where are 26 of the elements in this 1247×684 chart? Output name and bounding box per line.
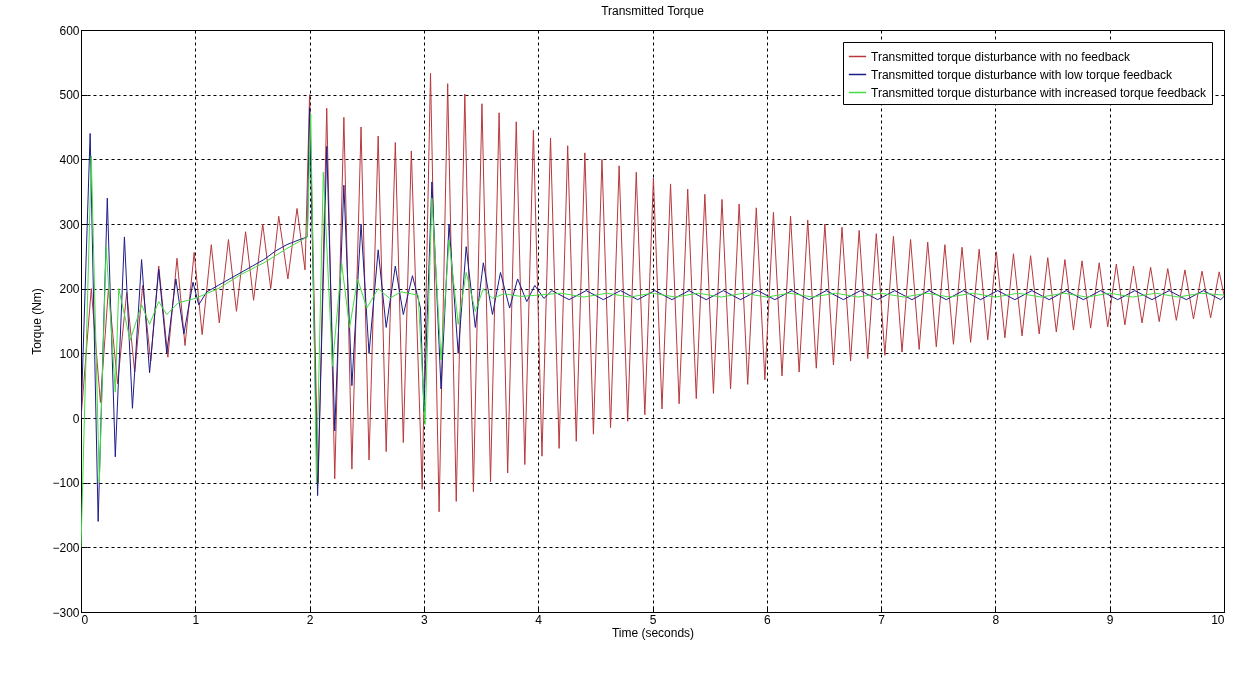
legend-label: Transmitted torque disturbance with low torque feedback <box>871 67 1174 82</box>
y-tick-label: −200 <box>52 540 80 555</box>
chart-title: Transmitted Torque <box>601 4 705 18</box>
x-tick-label: 5 <box>649 612 657 627</box>
y-tick-label: 400 <box>59 152 80 167</box>
x-tick-label: 1 <box>192 612 200 627</box>
x-tick-label: 3 <box>421 612 429 627</box>
legend-label: Transmitted torque disturbance with no feedback <box>871 49 1132 64</box>
x-tick-label: 7 <box>878 612 886 627</box>
legend-label: Transmitted torque disturbance with increased torque feedback <box>871 85 1208 100</box>
y-tick-label: −300 <box>52 605 80 620</box>
x-tick-label: 4 <box>535 612 543 627</box>
x-tick-label: 2 <box>306 612 314 627</box>
y-tick-label: −100 <box>52 476 80 491</box>
y-tick-label: 0 <box>72 411 80 426</box>
y-tick-label: 600 <box>59 23 80 38</box>
y-tick-label: 500 <box>59 88 80 103</box>
x-axis-title: Time (seconds) <box>611 625 695 640</box>
y-tick-label: 300 <box>59 217 80 232</box>
x-tick-label: 6 <box>763 612 771 627</box>
y-tick-label: 200 <box>59 282 80 297</box>
y-tick-label: 100 <box>59 346 80 361</box>
y-axis-title: Torque (Nm) <box>30 288 45 355</box>
x-tick-label: 9 <box>1106 612 1114 627</box>
x-tick-label: 10 <box>1211 612 1225 627</box>
x-tick-label: 8 <box>992 612 1000 627</box>
